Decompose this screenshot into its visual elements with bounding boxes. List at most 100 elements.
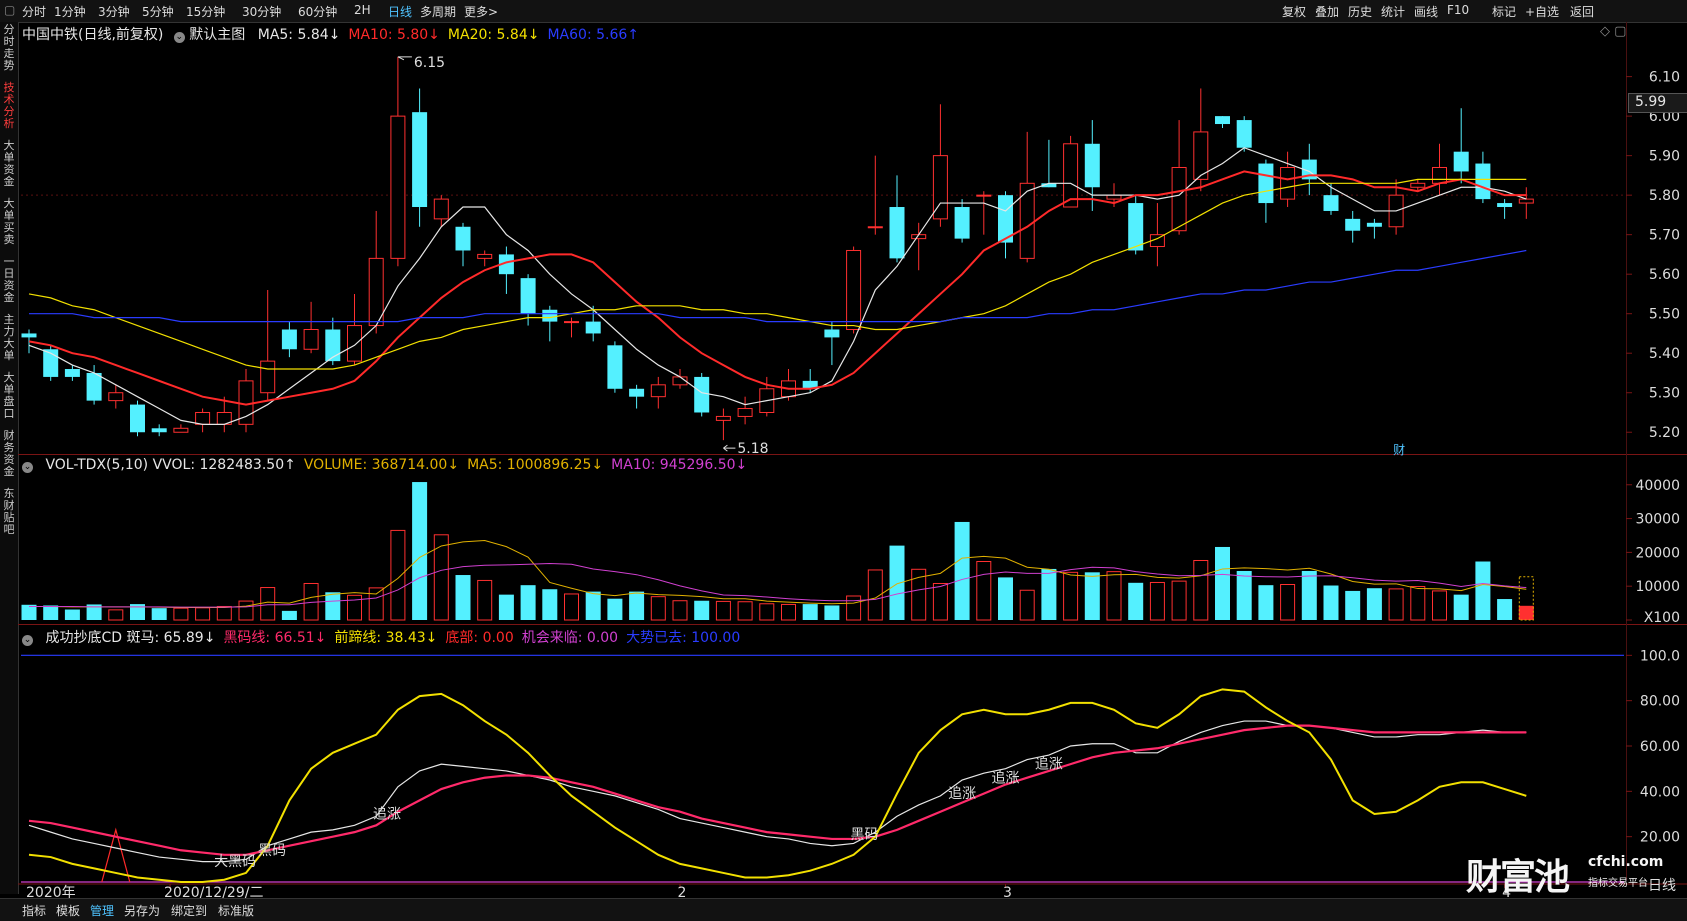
candle [1171,120,1187,235]
volume-bar [1041,568,1057,620]
volume-bar [1084,572,1100,620]
volume-bar [1453,594,1469,620]
volume-bar [1301,570,1317,620]
side-tab-8[interactable]: 东财贴吧 [3,487,15,536]
price-tick-label-5: 5.60 [1649,267,1680,283]
period-tab-10[interactable]: 更多> [464,5,499,19]
volume-bar [1280,584,1296,621]
period-tab-9[interactable]: 多周期 [420,5,457,19]
toolbar-action-0[interactable]: 复权 [1282,5,1307,19]
candle-body [867,226,883,229]
candle-body [21,333,37,338]
current-price-box: 5.99 [1628,93,1687,113]
period-tab-7[interactable]: 2H [354,3,371,17]
volume-bar [368,587,384,621]
panel-divider-2[interactable] [18,624,1687,625]
volume-bar [715,600,731,621]
candle-body [650,384,666,398]
candle [238,369,254,433]
candle [672,369,688,389]
side-tab-4[interactable]: 一日资金 [3,255,15,304]
price-tick-label-9: 5.20 [1649,425,1680,441]
candle-body [954,207,970,239]
candle-body [1171,166,1187,232]
candle [412,88,428,227]
period-tab-4[interactable]: 15分钟 [186,5,226,19]
collapse-icon[interactable]: ▢ [4,3,16,17]
candle [932,104,948,227]
candle-body [629,388,645,397]
candle [260,289,276,401]
period-label[interactable]: 日线 [1648,878,1676,894]
volume-indicator-2: MA5: 1000896.25↓ [467,457,604,473]
candle [629,384,645,409]
period-tab-6[interactable]: 60分钟 [298,5,338,19]
toolbar-action-3[interactable]: 统计 [1381,5,1406,19]
candle-body [1084,143,1100,188]
candle-body [1475,163,1491,200]
side-tab-5[interactable]: 主力大单 [3,313,15,362]
candle [390,56,406,267]
oscillator-indicator-5: 大势已去: 100.00 [626,630,741,646]
panel-divider-1[interactable] [18,454,1687,455]
toolbar-action-8[interactable]: 返回 [1570,5,1595,19]
template-name[interactable]: 默认主图 [189,27,246,43]
period-tab-8[interactable]: 日线 [388,5,413,19]
candle [1193,88,1209,192]
volume-bar [390,529,406,621]
period-tab-1[interactable]: 1分钟 [54,5,86,19]
bottom-tab-2[interactable]: 管理 [90,904,115,918]
volume-bar [846,595,862,621]
oscillator-dropdown-icon[interactable]: ⌄ [22,635,33,646]
toolbar-action-2[interactable]: 历史 [1348,5,1373,19]
toolbar-action-5[interactable]: F10 [1447,3,1470,17]
volume-dropdown-icon[interactable]: ⌄ [22,462,33,473]
candle-body [976,194,992,197]
period-tab-2[interactable]: 3分钟 [98,5,130,19]
main-indicator-2: MA20: 5.84↓ [447,27,540,43]
candle-body [1497,203,1513,208]
toolbar-action-1[interactable]: 叠加 [1315,5,1340,19]
diamond-icon[interactable]: ◇ [1600,24,1610,39]
bottom-tab-4[interactable]: 绑定到 [171,904,208,918]
main-indicator-3: MA60: 5.66↑ [547,27,640,43]
ma-line-ma60 [29,249,1527,323]
stock-title[interactable]: 中国中铁(日线,前复权) [22,27,164,43]
volume-bar [694,600,710,620]
bottom-tab-3[interactable]: 另存为 [124,904,161,918]
side-tab-0[interactable]: 分时走势 [3,23,15,72]
price-tick-label-0: 6.10 [1649,70,1680,86]
candle-body [86,372,102,401]
volume-bar [802,604,818,620]
bottom-toolbar: 指标 模板 管理 另存为 绑定到 标准版 日线 [0,878,1687,921]
candle [520,274,536,326]
side-tab-3[interactable]: 大单买卖 [3,197,15,246]
volume-bar [1410,586,1426,621]
side-tab-7[interactable]: 财务资金 [3,429,15,478]
candle-body [498,254,514,275]
period-tab-3[interactable]: 5分钟 [142,5,174,19]
candle [564,317,579,338]
osc-tick-label-2: 60.00 [1640,739,1680,755]
bottom-tab-0[interactable]: 指标 [22,904,47,918]
period-tab-5[interactable]: 30分钟 [242,5,282,19]
side-tab-1[interactable]: 技术分析 [3,81,15,130]
side-tab-6[interactable]: 大单盘口 [3,371,15,420]
toolbar-action-6[interactable]: 标记 [1492,5,1517,19]
candle [1410,179,1426,192]
window-icon[interactable]: ▢ [1614,24,1627,39]
period-tab-0[interactable]: 分时 [22,5,47,19]
ma-line-ma5 [28,147,1527,425]
template-dropdown-icon[interactable]: ⌄ [173,32,185,43]
side-tab-2[interactable]: 大单资金 [3,139,15,188]
watermark-site: cfchi.com [1588,854,1664,870]
volume-bar [1019,589,1035,621]
bottom-tab-1[interactable]: 模板 [56,904,81,918]
osc-line-black-code [28,724,1527,856]
bottom-tab-5[interactable]: 标准版 [218,904,255,918]
volume-indicator-1: VOLUME: 368714.00↓ [303,457,460,473]
toolbar-action-4[interactable]: 画线 [1414,5,1439,19]
candle [607,341,623,393]
toolbar-action-7[interactable]: +自选 [1525,5,1560,19]
